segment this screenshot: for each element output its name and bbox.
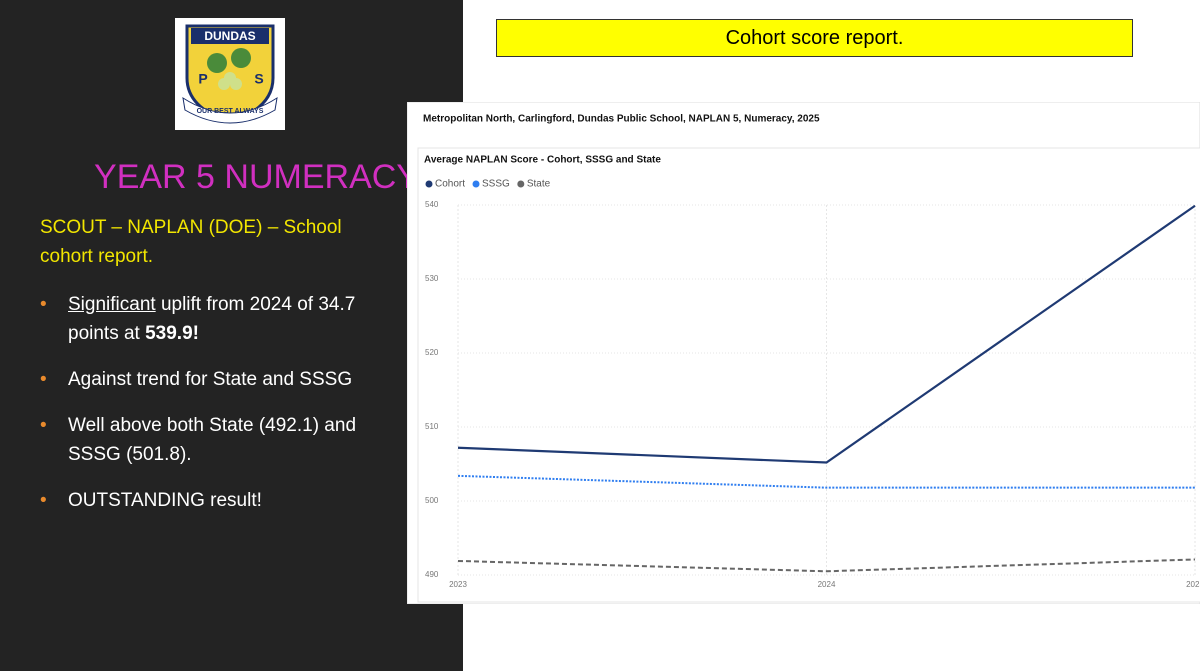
y-tick-label: 540 [425, 200, 439, 209]
y-tick-label: 520 [425, 348, 439, 357]
heading: YEAR 5 NUMERACY [94, 158, 419, 196]
bullet: Well above both State (492.1) and SSSG (… [40, 411, 410, 469]
legend-marker [425, 180, 433, 188]
logo-text: S [254, 71, 263, 87]
y-tick-label: 500 [425, 496, 439, 505]
y-tick-label: 530 [425, 274, 439, 283]
logo-text: P [198, 71, 207, 87]
logo-text: OUR BEST ALWAYS [197, 108, 264, 115]
bullet-text: OUTSTANDING result! [68, 490, 262, 511]
title-box: Cohort score report. [496, 19, 1133, 57]
legend-label: SSSG [482, 179, 510, 190]
chart-caption: Metropolitan North, Carlingford, Dundas … [423, 114, 820, 125]
series-line [457, 474, 1195, 489]
x-tick-label: 2025 [1186, 580, 1200, 589]
legend-marker [472, 180, 480, 188]
bullet: Against trend for State and SSSG [40, 365, 410, 394]
y-tick-label: 510 [425, 422, 439, 431]
bullet-text: Well above both State (492.1) and SSSG (… [68, 415, 357, 465]
bullet: Significant uplift from 2024 of 34.7 poi… [40, 290, 410, 348]
x-tick-label: 2023 [449, 580, 467, 589]
subheading: SCOUT – NAPLAN (DOE) – School cohort rep… [40, 217, 342, 267]
logo: DUNDAS P S OUR BEST ALWAYS [175, 18, 285, 130]
bullet: OUTSTANDING result! [40, 486, 410, 515]
x-tick-label: 2024 [818, 580, 836, 589]
series-line [457, 204, 1196, 464]
bullet-text: Significant [68, 294, 156, 315]
bullet-text: Against trend for State and SSSG [68, 369, 353, 390]
left-panel: DUNDAS P S OUR BEST ALWAYS YEAR 5 NUMERA… [0, 0, 463, 671]
legend-label: Cohort [435, 179, 465, 190]
bullet-text: 539.9! [145, 323, 199, 344]
bullets: Significant uplift from 2024 of 34.7 poi… [40, 290, 410, 532]
logo-text: DUNDAS [204, 29, 255, 43]
series-line [457, 558, 1196, 573]
chart: Metropolitan North, Carlingford, Dundas … [407, 102, 1200, 604]
legend-label: State [527, 179, 551, 190]
bullet-text: uplift from 2024 of 34.7 points at [68, 294, 356, 344]
y-tick-label: 490 [425, 570, 439, 579]
legend-marker [517, 180, 525, 188]
chart-title: Average NAPLAN Score - Cohort, SSSG and … [424, 155, 661, 166]
